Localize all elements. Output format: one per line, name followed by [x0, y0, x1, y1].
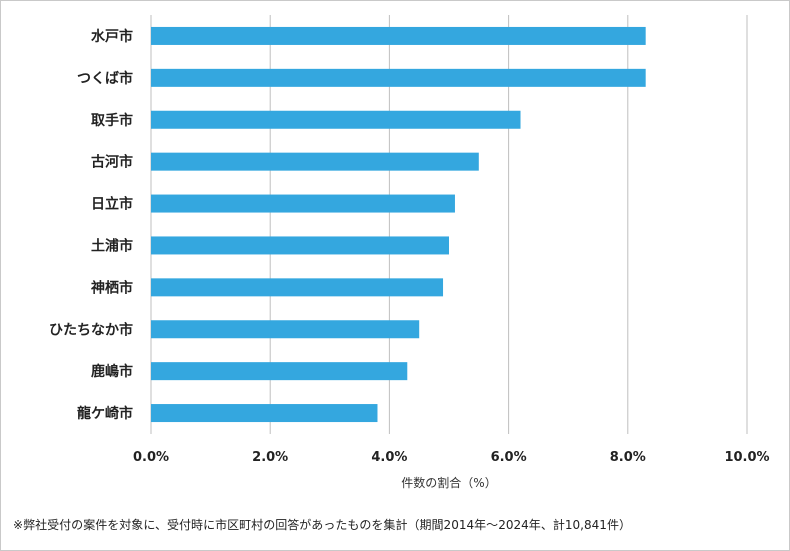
x-tick-labels: 0.0% 2.0% 4.0% 6.0% 8.0% 10.0%: [133, 450, 770, 465]
x-tick-label-4: 8.0%: [610, 450, 646, 465]
bar-1: [151, 68, 646, 87]
category-label-3: 古河市: [91, 154, 133, 171]
bars: [151, 26, 646, 423]
bar-3: [151, 152, 479, 171]
category-label-9: 龍ケ崎市: [77, 405, 133, 422]
category-label-7: ひたちなか市: [49, 321, 133, 338]
category-label-5: 土浦市: [91, 237, 133, 254]
category-label-0: 水戸市: [91, 28, 133, 45]
x-tick-label-0: 0.0%: [133, 450, 169, 465]
category-label-2: 取手市: [91, 112, 133, 129]
x-tick-label-3: 6.0%: [491, 450, 527, 465]
category-label-4: 日立市: [91, 196, 133, 213]
x-tick-label-1: 2.0%: [252, 450, 288, 465]
category-label-8: 鹿嶋市: [90, 363, 133, 380]
bar-7: [151, 320, 420, 339]
bar-6: [151, 278, 444, 297]
bar-5: [151, 236, 449, 255]
bar-4: [151, 194, 455, 213]
footnote: ※弊社受付の案件を対象に、受付時に市区町村の回答があったものを集計（期間2014…: [13, 517, 631, 532]
x-axis-title: 件数の割合（%）: [401, 475, 496, 490]
bar-2: [151, 110, 521, 129]
x-tick-label-2: 4.0%: [371, 450, 407, 465]
bar-8: [151, 362, 408, 381]
bar-0: [151, 26, 646, 45]
category-label-6: 神栖市: [91, 279, 133, 296]
x-tick-label-5: 10.0%: [724, 450, 769, 465]
category-label-1: つくば市: [77, 70, 133, 87]
bar-9: [151, 404, 378, 423]
